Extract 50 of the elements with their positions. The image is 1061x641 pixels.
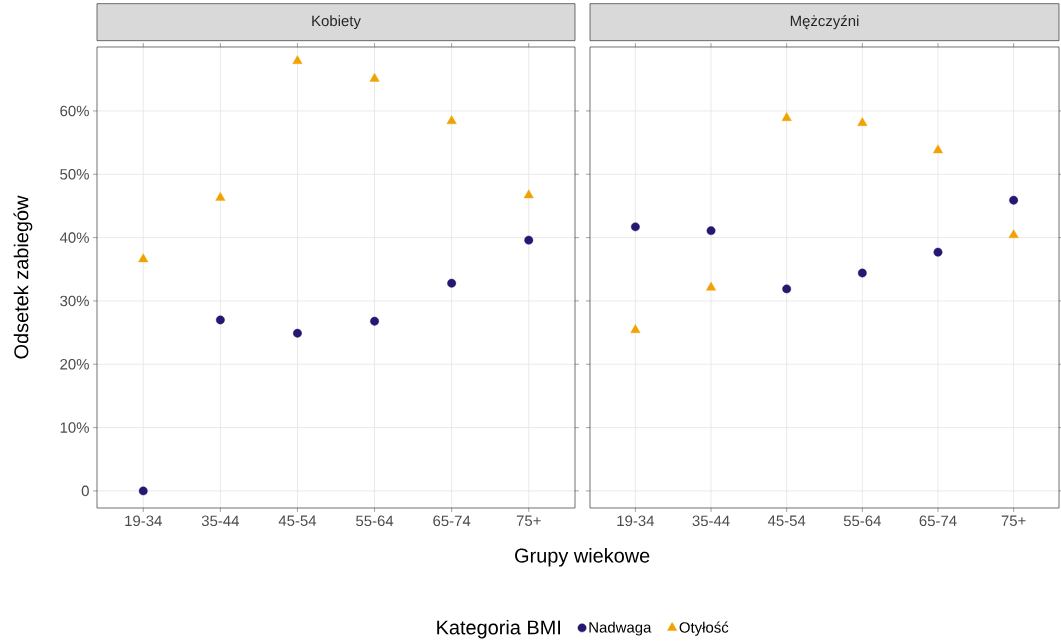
point [215, 315, 225, 325]
y-tick-label: 0 [81, 485, 89, 497]
x-tick-label: 75+ [516, 515, 541, 526]
point [630, 324, 641, 333]
legend-label: Otyłość [679, 621, 729, 636]
point [446, 115, 457, 125]
x-tick-label: 35-44 [201, 515, 240, 527]
chart-title: Kobiety [312, 15, 361, 30]
point [706, 281, 716, 291]
point [524, 235, 534, 245]
x-tick-label: 75+ [1001, 515, 1026, 526]
x-tick-label: 45-54 [278, 515, 317, 526]
y-tick-label: 40% [59, 232, 89, 243]
y-tick-label: 50% [60, 168, 89, 180]
point [1008, 229, 1019, 239]
legend-title: Kategoria BMI [437, 619, 560, 639]
x-tick-label: 65-74 [919, 515, 957, 527]
x-tick-label: 55-64 [843, 515, 881, 527]
point [857, 268, 867, 278]
point [782, 284, 792, 294]
x-tick-label: 55-64 [356, 515, 394, 527]
point [706, 226, 716, 236]
point [631, 222, 640, 232]
point [447, 278, 457, 288]
point [292, 55, 303, 64]
point [293, 328, 302, 338]
x-axis-title: Grupy wiekowe [515, 548, 650, 567]
x-tick-label: 19-34 [617, 515, 655, 527]
x-tick-label: 35-44 [692, 515, 730, 527]
point [369, 72, 380, 82]
point [138, 253, 149, 263]
y-tick-label: 60% [60, 105, 89, 117]
point [370, 316, 379, 326]
y-tick-label: 30% [60, 295, 89, 307]
x-tick-label: 45-54 [767, 515, 806, 526]
x-tick-label: 19-34 [125, 515, 162, 527]
point [215, 192, 226, 201]
point [933, 144, 943, 154]
point [1009, 195, 1019, 205]
point [138, 486, 148, 496]
chart-title: Mężczyźni [790, 15, 859, 30]
point [857, 117, 868, 126]
x-tick-label: 65-74 [433, 515, 471, 527]
y-axis-title: Odsetek zabiegów [13, 195, 33, 359]
point [933, 247, 943, 257]
y-tick-label: 10% [60, 422, 89, 433]
y-tick-label: 20% [60, 358, 89, 370]
point [523, 189, 534, 199]
point [781, 112, 792, 121]
legend-label: Nadwaga [589, 621, 652, 636]
